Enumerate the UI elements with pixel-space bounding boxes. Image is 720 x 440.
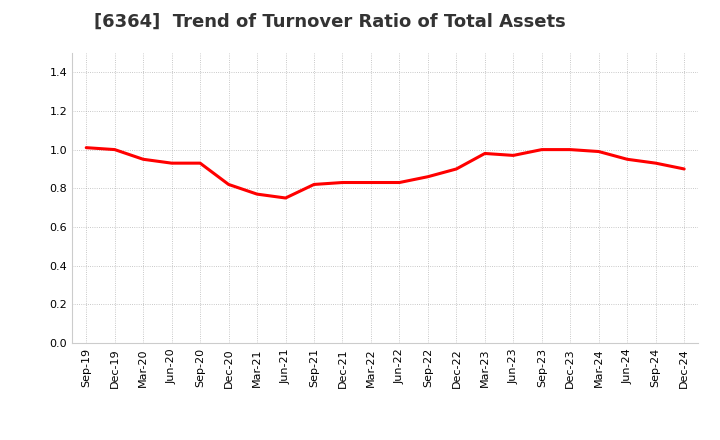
Text: [6364]  Trend of Turnover Ratio of Total Assets: [6364] Trend of Turnover Ratio of Total …	[94, 13, 565, 31]
